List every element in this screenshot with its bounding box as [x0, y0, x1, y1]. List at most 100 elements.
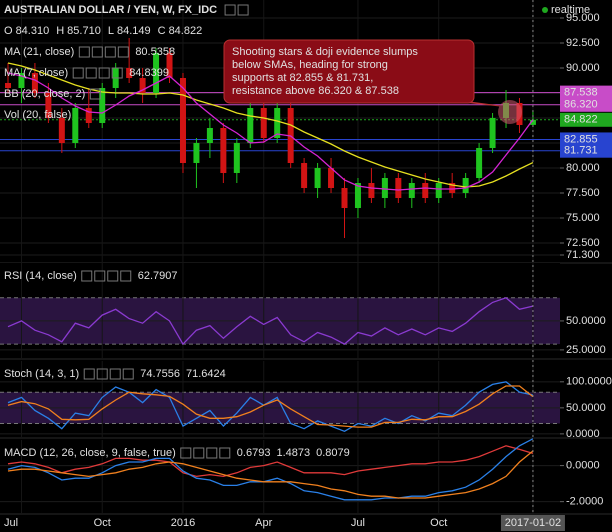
y-tick-label: 80.000	[566, 162, 600, 174]
settings-icon	[193, 447, 205, 459]
candle-body	[462, 178, 469, 193]
ohlc-key: H	[56, 25, 64, 37]
legend-value: 1.4873	[276, 447, 310, 459]
candle-body	[166, 53, 173, 78]
callout	[223, 39, 475, 104]
ohlc-value: 84.310	[16, 25, 50, 37]
y-tick-label: 0.0000	[566, 460, 600, 472]
level-tag	[560, 143, 612, 158]
callout-text: below SMAs, heading for strong	[232, 59, 388, 71]
candle-body	[206, 128, 213, 143]
ohlc-key: L	[108, 25, 114, 37]
settings-icon	[107, 270, 119, 282]
legend-value: 0.6793	[237, 447, 271, 459]
ohlc-value: 84.149	[117, 25, 151, 37]
candle-body	[408, 183, 415, 198]
candle-body	[314, 168, 321, 188]
settings-icon	[219, 447, 231, 459]
x-tick-label: Apr	[255, 517, 272, 529]
candle-body	[45, 93, 52, 118]
candle-body	[489, 118, 496, 148]
level-tag	[560, 97, 612, 112]
x-tick-label: Oct	[430, 517, 447, 529]
candle-body	[18, 73, 25, 88]
settings-icon	[224, 4, 236, 16]
level-label: 86.320	[564, 99, 598, 111]
y-tick-label: 75.000	[566, 212, 600, 224]
indicator-line	[7, 445, 534, 478]
settings-icon	[206, 447, 218, 459]
candle-body	[341, 188, 348, 208]
candle-body	[233, 143, 240, 173]
legend-value: 84.8399	[129, 67, 169, 79]
x-tick-label: Jul	[351, 517, 365, 529]
candle-body	[99, 88, 106, 123]
indicator-line	[7, 297, 534, 346]
indicator-line	[7, 72, 534, 191]
indicator-label: BB (20, close, 2)	[4, 88, 85, 100]
candle-body	[260, 108, 267, 138]
candle-body	[126, 68, 133, 78]
y-tick-label: 50.0000	[566, 402, 606, 414]
candle-body	[85, 108, 92, 123]
candle-body	[153, 53, 160, 93]
status-dot	[542, 7, 548, 13]
candle-body	[476, 148, 483, 178]
candle-body	[247, 108, 254, 143]
level-tag	[560, 132, 612, 147]
legend-value: 71.6424	[186, 368, 226, 380]
candle-body	[435, 183, 442, 198]
settings-icon	[94, 270, 106, 282]
y-tick-label: 77.500	[566, 187, 600, 199]
y-tick-label: -2.0000	[566, 496, 603, 508]
y-tick-label: 0.0000	[566, 428, 600, 440]
highlight	[498, 100, 522, 124]
candle-body	[395, 178, 402, 198]
settings-icon	[120, 270, 132, 282]
settings-icon	[237, 4, 249, 16]
indicator-line	[7, 381, 534, 433]
y-tick-label: 71.300	[566, 249, 600, 261]
candle-body	[354, 183, 361, 208]
candle-body	[529, 119, 536, 125]
x-tick-label: Oct	[94, 517, 111, 529]
candle-body	[179, 78, 186, 163]
settings-icon	[89, 88, 101, 100]
panel-title: Stoch (14, 3, 1)	[4, 368, 79, 380]
x-tick-label: Jul	[4, 517, 18, 529]
ohlc-key: O	[4, 25, 13, 37]
settings-icon	[96, 368, 108, 380]
candle-body	[449, 183, 456, 193]
settings-icon	[98, 67, 110, 79]
settings-icon	[111, 67, 123, 79]
candle-body	[301, 163, 308, 188]
settings-icon	[180, 447, 192, 459]
y-tick-label: 50.0000	[566, 315, 606, 327]
level-tag	[560, 85, 612, 100]
legend-value: 62.7907	[138, 270, 178, 282]
indicator-line	[7, 385, 534, 428]
legend-value: 0.8079	[316, 447, 350, 459]
legend-value: 74.7556	[140, 368, 180, 380]
settings-icon	[83, 368, 95, 380]
settings-icon	[85, 67, 97, 79]
status: realtime	[551, 4, 590, 16]
legend-value: 80.5358	[135, 46, 175, 58]
settings-icon	[72, 67, 84, 79]
indicator-line	[7, 62, 534, 188]
level-label: 81.731	[564, 145, 598, 157]
settings-icon	[122, 368, 134, 380]
candle-body	[72, 108, 79, 143]
candle-body	[31, 73, 38, 93]
y-tick-label: 100.0000	[566, 376, 612, 388]
candle-body	[5, 83, 11, 88]
candle-body	[328, 168, 335, 188]
level-tag	[560, 112, 612, 127]
panel-title: MACD (12, 26, close, 9, false, true)	[4, 447, 176, 459]
ohlc-value: 84.822	[169, 25, 203, 37]
candle-body	[274, 108, 281, 138]
level-label: 84.822	[564, 114, 598, 126]
y-tick-label: 72.500	[566, 237, 600, 249]
panel-title: RSI (14, close)	[4, 270, 77, 282]
